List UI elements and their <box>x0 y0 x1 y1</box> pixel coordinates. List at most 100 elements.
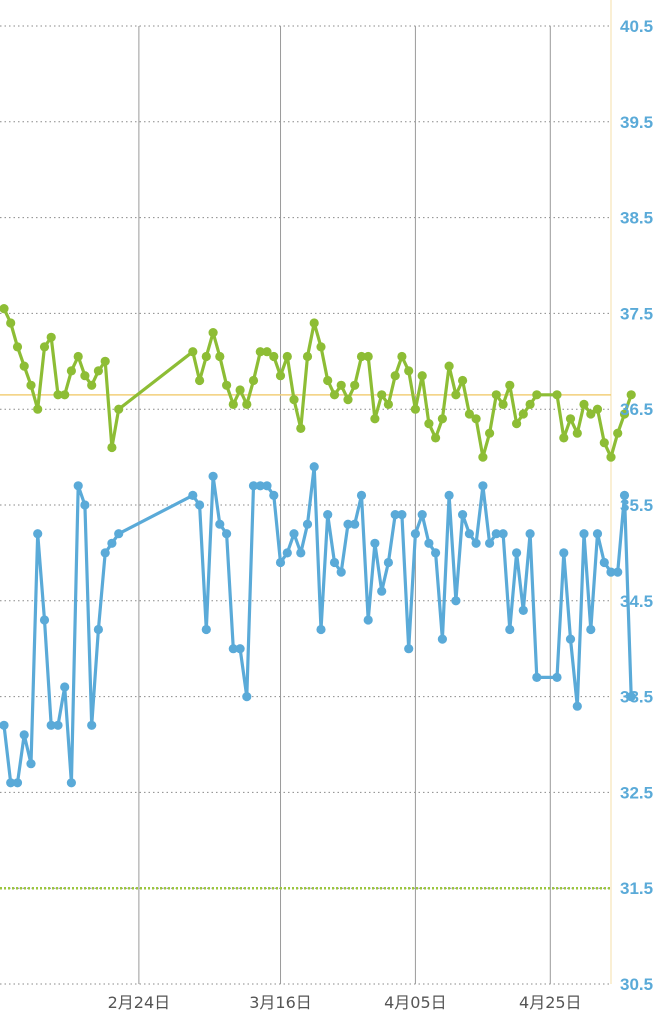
data-point <box>228 644 238 654</box>
data-point <box>269 490 279 500</box>
data-point <box>444 490 454 500</box>
series-line <box>2 307 633 459</box>
data-point <box>235 644 245 654</box>
data-point <box>370 414 380 424</box>
x-tick-label: 4月05日 <box>384 993 447 1012</box>
data-point <box>431 548 441 558</box>
data-point <box>100 548 110 558</box>
series-2 <box>0 462 636 788</box>
data-point <box>377 390 387 400</box>
data-point <box>93 624 103 635</box>
grid-layer <box>0 0 612 985</box>
data-point <box>579 399 589 409</box>
data-point <box>46 332 56 342</box>
data-point <box>262 481 272 491</box>
data-point <box>215 519 225 529</box>
series-layer <box>0 304 636 788</box>
data-point <box>26 380 36 390</box>
data-point <box>572 428 582 438</box>
data-point <box>565 634 576 644</box>
data-point <box>39 342 50 352</box>
data-point <box>383 399 393 409</box>
data-point <box>255 481 265 491</box>
data-point <box>471 414 481 424</box>
data-point <box>464 409 474 419</box>
data-point <box>107 538 117 548</box>
data-point <box>242 399 252 409</box>
data-point <box>525 399 535 409</box>
data-point <box>431 433 441 443</box>
data-point <box>451 390 461 400</box>
data-point <box>12 778 23 788</box>
data-point <box>33 529 43 539</box>
data-point <box>599 557 609 568</box>
data-point <box>222 380 232 390</box>
x-axis-ticks: 2月24日 3月16日 4月05日 4月25日 <box>108 993 582 1012</box>
data-point <box>464 529 474 539</box>
data-point <box>592 404 603 414</box>
data-point <box>363 615 373 625</box>
data-point <box>100 356 110 366</box>
data-point <box>390 509 400 520</box>
y-tick-label: 40.5 <box>620 17 653 36</box>
data-point <box>93 366 103 376</box>
y-tick-label: 32.5 <box>620 783 653 802</box>
data-point <box>73 351 83 362</box>
data-point <box>525 529 535 539</box>
data-point <box>592 529 603 539</box>
data-point <box>613 567 623 577</box>
data-point <box>208 328 218 338</box>
data-point <box>444 361 454 371</box>
data-point <box>397 351 407 362</box>
data-point <box>626 390 636 400</box>
data-point <box>19 361 29 371</box>
data-point <box>356 490 367 500</box>
data-point <box>350 380 360 390</box>
data-point <box>579 529 589 539</box>
data-point <box>343 395 353 405</box>
data-point <box>572 701 582 711</box>
data-point <box>586 409 596 419</box>
x-tick-label: 4月25日 <box>519 993 582 1012</box>
data-point <box>282 548 292 558</box>
data-point <box>275 557 286 568</box>
data-point <box>26 759 36 769</box>
data-point <box>316 342 326 352</box>
data-point <box>613 428 623 438</box>
data-point <box>505 624 515 635</box>
y-tick-label: 38.5 <box>620 209 653 228</box>
data-point <box>511 548 522 558</box>
data-point <box>316 624 326 635</box>
data-point <box>356 351 367 362</box>
data-point <box>606 567 616 577</box>
data-point <box>66 778 76 788</box>
data-point <box>586 624 596 635</box>
data-point <box>485 428 495 438</box>
data-point <box>296 423 306 433</box>
data-point <box>518 605 528 616</box>
data-point <box>0 304 9 314</box>
data-point <box>478 481 488 491</box>
data-point <box>66 366 76 376</box>
data-point <box>87 720 97 730</box>
data-point <box>309 462 319 472</box>
data-point <box>6 318 16 328</box>
data-point <box>195 375 205 386</box>
data-point <box>282 351 292 362</box>
data-point <box>329 557 340 568</box>
data-point <box>410 404 420 414</box>
data-point <box>323 375 333 386</box>
data-point <box>46 720 56 730</box>
data-point <box>478 452 488 462</box>
data-point <box>565 414 576 424</box>
data-point <box>383 557 393 568</box>
series-1 <box>0 304 636 462</box>
data-point <box>262 347 272 357</box>
data-point <box>60 682 70 692</box>
data-point <box>242 692 252 702</box>
data-point <box>275 371 286 381</box>
data-point <box>80 500 90 510</box>
data-point <box>424 419 434 429</box>
data-point <box>552 672 562 683</box>
